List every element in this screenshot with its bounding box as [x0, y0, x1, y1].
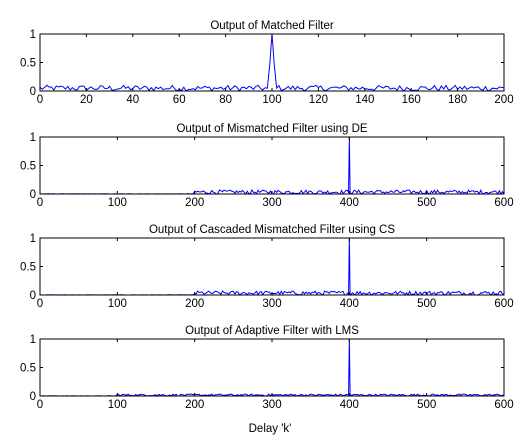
y-tick-label: 0: [30, 189, 36, 201]
x-tick-label: 100: [262, 94, 281, 106]
signal-line: [40, 237, 505, 296]
x-tick-label: 500: [417, 197, 436, 209]
y-tick-label: 1: [30, 132, 36, 144]
x-tick-label: 0: [37, 94, 43, 106]
x-tick-label: 400: [340, 298, 359, 310]
x-axis-label: Delay 'k': [249, 423, 292, 435]
x-tick-label: 600: [494, 399, 513, 411]
x-tick-label: 40: [126, 94, 139, 106]
x-tick-label: 200: [185, 197, 204, 209]
chart-title: Output of Mismatched Filter using DE: [176, 123, 367, 135]
chart-panel-2: Output of Mismatched Filter using DE0 100…: [20, 123, 514, 209]
x-tick-label: 140: [355, 94, 374, 106]
x-tick-label: 500: [417, 399, 436, 411]
chart-title: Output of Adaptive Filter with LMS: [185, 325, 359, 337]
x-tick-label: 100: [108, 298, 127, 310]
x-tick-label: 400: [340, 399, 359, 411]
chart-panel-1: Output of Matched Filter 0 20 40 60 80 100 120 1…: [20, 20, 514, 106]
x-tick-label: 200: [494, 94, 513, 106]
x-tick-label: 100: [108, 197, 127, 209]
x-tick-label: 160: [402, 94, 421, 106]
y-tick-label: 0.5: [20, 58, 36, 70]
x-tick-label: 600: [494, 298, 513, 310]
x-tick-label: 0: [37, 298, 43, 310]
x-tick-label: 0: [37, 399, 43, 411]
y-tick-label: 0: [30, 391, 36, 403]
x-tick-label: 20: [80, 94, 93, 106]
plot-frame: [39, 237, 505, 296]
signal-line: [39, 33, 505, 92]
y-tick-label: 0: [30, 290, 36, 302]
signal-line: [39, 136, 505, 195]
x-tick-label: 100: [108, 399, 127, 411]
y-tick-label: 1: [30, 334, 36, 346]
x-tick-label: 300: [262, 197, 281, 209]
y-tick-label: 0.5: [20, 262, 36, 274]
chart-title: Output of Cascaded Mismatched Filter usi…: [149, 224, 395, 236]
x-tick-label: 300: [262, 399, 281, 411]
plot-frame: [39, 136, 505, 195]
x-tick-label: 300: [262, 298, 281, 310]
signal-line: [39, 338, 505, 397]
x-tick-label: 80: [219, 94, 232, 106]
chart-panel-4: Output of Adaptive Filter with LMS 0 100 20…: [20, 325, 514, 411]
x-tick-label: 60: [173, 94, 186, 106]
chart-title: Output of Matched Filter: [210, 20, 334, 32]
y-tick-label: 0.5: [20, 363, 36, 375]
plot-frame: [39, 33, 505, 92]
y-tick-label: 0: [30, 86, 36, 98]
y-tick-label: 1: [30, 29, 36, 41]
x-tick-label: 120: [309, 94, 328, 106]
x-tick-label: 600: [494, 197, 513, 209]
x-tick-label: 200: [185, 399, 204, 411]
chart-panel-3: Output of Cascaded Mismatched Filter usi…: [20, 224, 514, 310]
y-tick-label: 0.5: [20, 161, 36, 173]
x-tick-label: 400: [340, 197, 359, 209]
x-tick-label: 0: [37, 197, 43, 209]
x-tick-label: 500: [417, 298, 436, 310]
x-tick-label: 180: [448, 94, 467, 106]
y-tick-label: 1: [30, 233, 36, 245]
x-tick-label: 200: [185, 298, 204, 310]
plot-frame: [39, 338, 505, 397]
